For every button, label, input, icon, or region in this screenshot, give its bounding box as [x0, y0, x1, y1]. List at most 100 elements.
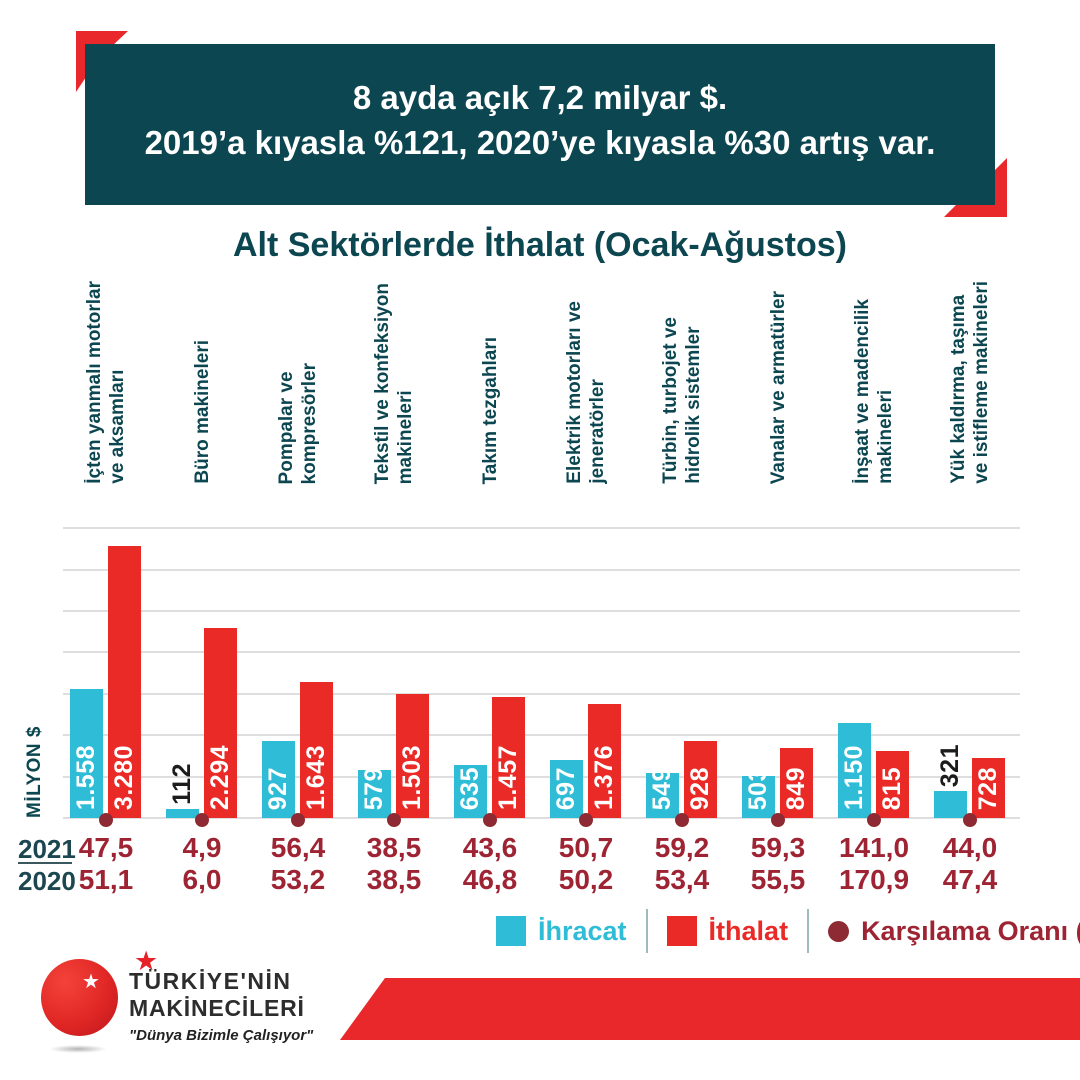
bar-value-label: 635 — [454, 765, 487, 818]
legend-import-swatch-icon — [666, 916, 697, 946]
bar-value-label: 503 — [742, 767, 775, 818]
import-bar — [492, 697, 525, 818]
category-label-text: Pompalar ve kompresörler — [276, 362, 320, 484]
rate-2021-value: 50,7 — [558, 832, 614, 863]
logo-name-line1: TÜRKİYE'NİN — [129, 968, 292, 994]
logo-shadow — [42, 1044, 114, 1054]
coverage-ratio-dot-icon — [291, 813, 305, 827]
bar-value-text: 321 — [936, 743, 964, 787]
bar-value-label: 1.558 — [70, 689, 103, 818]
export-bar — [646, 773, 679, 818]
gridline — [63, 610, 1020, 612]
category-label: Vanalar ve armatürler — [730, 276, 826, 484]
category-label-text: Elektrik motorları ve jeneratörler — [564, 301, 608, 484]
coverage-ratio-dot-icon — [99, 813, 113, 827]
legend-export-label: İhracat — [538, 915, 627, 946]
export-bar — [742, 776, 775, 818]
category-label: Takım tezgahları — [442, 276, 538, 484]
rate-label-2021: 2021 — [18, 834, 76, 864]
import-bar — [396, 694, 429, 818]
export-bar — [454, 765, 487, 818]
category-label: Tekstil ve konfeksiyon makineleri — [346, 276, 442, 484]
bar-value-text: 1.643 — [302, 744, 330, 810]
import-bar — [300, 682, 333, 818]
rate-label-2020: 2020 — [18, 866, 76, 896]
rate-2020-value: 47,4 — [942, 864, 998, 895]
category-label-text: İnşaat ve madencilik makineleri — [852, 299, 896, 484]
rate-2020-value: 53,4 — [654, 864, 710, 895]
bar-value-label: 815 — [876, 751, 909, 818]
gridline — [63, 734, 1020, 737]
bar-value-label: 849 — [780, 748, 813, 818]
bar-value-label: 1.376 — [588, 704, 621, 818]
header-line-1: 8 ayda açık 7,2 milyar $. — [352, 79, 728, 116]
category-label-text: Tekstil ve konfeksiyon makineleri — [372, 282, 416, 484]
coverage-ratio-dot-icon — [963, 813, 977, 827]
category-label-text: Türbin, turbojet ve hidrolik sistemler — [660, 317, 704, 484]
bar-value-label: 579 — [358, 766, 391, 818]
rate-divider — [18, 862, 72, 864]
bar-value-text: 635 — [456, 766, 484, 810]
import-bar — [972, 758, 1005, 818]
header-banner: 8 ayda açık 7,2 milyar $. 2019’a kıyasla… — [85, 44, 995, 205]
rate-2020-value: 55,5 — [750, 864, 806, 895]
bar-value-text: 697 — [552, 766, 580, 810]
legend-separator — [807, 909, 810, 953]
import-bar — [876, 751, 909, 818]
legend-rate-dot-icon — [828, 920, 850, 942]
bar-value-label: 1.503 — [396, 694, 429, 818]
category-label: Türbin, turbojet ve hidrolik sistemler — [634, 276, 730, 484]
export-bar — [550, 760, 583, 818]
bar-value-text: 549 — [648, 766, 676, 810]
rate-2021-value: 47,5 — [78, 832, 134, 863]
import-bar — [108, 546, 141, 818]
rate-2020-value: 46,8 — [462, 864, 518, 895]
export-bar — [70, 689, 103, 818]
bar-value-label: 1.643 — [300, 682, 333, 818]
bar-value-text: 3.280 — [110, 744, 138, 810]
gridline — [63, 775, 1020, 778]
logo-star-red-icon: ★ — [134, 946, 159, 976]
logo-circle-icon — [41, 959, 118, 1036]
rate-2020-value: 6,0 — [182, 864, 222, 895]
category-label: Pompalar ve kompresörler — [250, 276, 346, 484]
category-label: Yük kaldırma, taşıma ve istifleme makine… — [922, 276, 1018, 484]
category-label-text: Büro makineleri — [191, 340, 213, 484]
rate-2021-value: 43,6 — [462, 832, 518, 863]
bar-value-label: 728 — [972, 758, 1005, 818]
logo-name-line2: MAKİNECİLERİ — [129, 995, 305, 1021]
import-bar — [588, 704, 621, 818]
bar-value-label: 1.457 — [492, 697, 525, 818]
rate-2021-value: 59,2 — [654, 832, 710, 863]
coverage-ratio-dot-icon — [195, 813, 209, 827]
bar-value-text: 815 — [878, 766, 906, 810]
bar-value-text: 579 — [360, 766, 388, 810]
bar-value-label: 697 — [550, 760, 583, 818]
logo-star-white-icon: ★ — [82, 971, 100, 993]
rate-2020-value: 170,9 — [838, 864, 910, 895]
coverage-ratio-dot-icon — [483, 813, 497, 827]
footer-ribbon — [340, 978, 1080, 1040]
bar-value-label: 112 — [166, 695, 199, 805]
category-label-text: Takım tezgahları — [479, 336, 501, 484]
logo-tagline: "Dünya Bizimle Çalışıyor" — [129, 1027, 314, 1044]
bar-value-label: 3.280 — [108, 546, 141, 818]
bar-value-text: 849 — [782, 766, 810, 810]
category-label-text: Yük kaldırma, taşıma ve istifleme makine… — [948, 281, 992, 484]
bar-value-label: 1.150 — [838, 723, 871, 818]
export-bar — [358, 770, 391, 818]
bar-value-text: 1.558 — [72, 744, 100, 810]
rate-2020-value: 53,2 — [270, 864, 326, 895]
legend-import-label: İthalat — [708, 915, 789, 946]
legend-separator — [645, 909, 648, 953]
bar-value-text: 1.150 — [840, 744, 868, 810]
bar-value-label: 321 — [934, 677, 967, 787]
bar-value-label: 549 — [646, 767, 679, 818]
import-bar — [204, 628, 237, 818]
gridline — [63, 817, 1020, 819]
coverage-ratio-dot-icon — [867, 813, 881, 827]
category-label: Elektrik motorları ve jeneratörler — [538, 276, 634, 484]
legend-rate-label: Karşılama Oranı (%) — [861, 915, 1080, 946]
header-line-2: 2019’a kıyasla %121, 2020’ye kıyasla %30… — [144, 124, 936, 161]
rate-2020-value: 38,5 — [366, 864, 422, 895]
